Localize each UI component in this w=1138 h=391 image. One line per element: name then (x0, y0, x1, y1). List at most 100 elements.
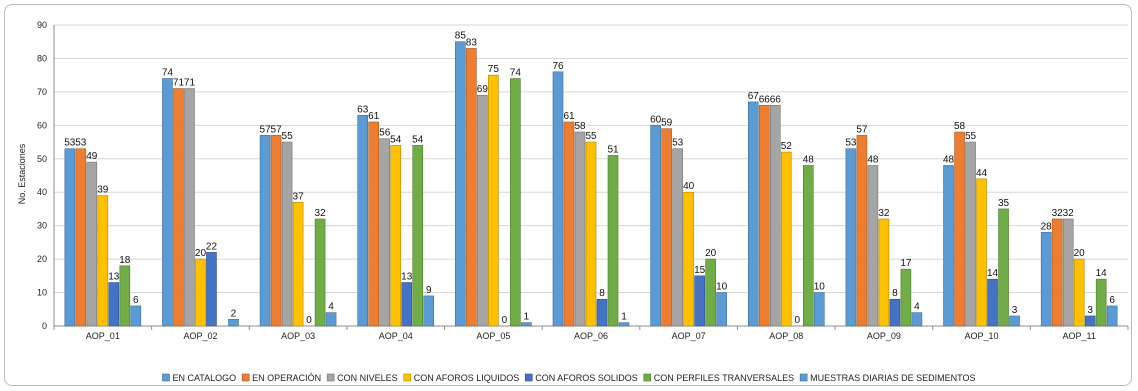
bar (270, 135, 282, 327)
data-label: 15 (694, 265, 706, 276)
bar (259, 135, 271, 327)
bar (552, 71, 564, 327)
y-axis-label: No. Estaciones (17, 143, 27, 204)
data-label: 55 (282, 131, 294, 142)
data-label: 1 (621, 312, 627, 323)
bar (119, 265, 131, 327)
data-label: 71 (173, 78, 185, 89)
x-tick-label: AOP_02 (183, 331, 217, 341)
data-label: 0 (794, 315, 800, 326)
bar (228, 319, 239, 327)
bar (325, 312, 337, 327)
data-label: 59 (661, 118, 673, 129)
data-label: 10 (716, 282, 728, 293)
bar (900, 268, 912, 327)
bar (607, 155, 619, 327)
bar (130, 305, 142, 327)
data-label: 18 (119, 255, 131, 266)
y-tick-label: 90 (37, 20, 47, 30)
data-label: 20 (195, 248, 207, 259)
bar (867, 165, 879, 327)
data-label: 55 (585, 131, 597, 142)
y-tick-label: 30 (37, 221, 47, 231)
legend-swatch (326, 373, 335, 382)
data-label: 32 (1063, 208, 1075, 219)
data-label: 1 (524, 312, 530, 323)
data-label: 14 (1096, 268, 1108, 279)
bar (423, 295, 435, 327)
y-tick-label: 0 (42, 321, 47, 331)
bar (466, 48, 477, 327)
x-tick-label: AOP_01 (86, 331, 120, 341)
data-label: 56 (379, 128, 391, 139)
data-label: 14 (987, 268, 999, 279)
legend-label: CON AFOROS LIQUIDOS (414, 373, 520, 383)
data-label: 54 (390, 134, 402, 145)
data-label: 32 (878, 208, 890, 219)
bar (911, 312, 923, 327)
data-label: 4 (914, 302, 920, 313)
bar (314, 218, 326, 327)
data-label: 75 (488, 64, 500, 75)
data-label: 13 (401, 272, 413, 283)
data-label: 32 (1052, 208, 1064, 219)
y-tick-label: 60 (37, 120, 47, 130)
bar (162, 78, 173, 327)
legend-swatch (799, 373, 808, 382)
data-label: 83 (466, 37, 478, 48)
bar (998, 208, 1009, 327)
data-label: 53 (845, 138, 857, 149)
bar (108, 282, 120, 327)
bar (379, 138, 391, 327)
bar (878, 218, 890, 327)
data-label: 3 (1087, 305, 1093, 316)
bar-layer (64, 41, 1118, 327)
data-label: 66 (770, 94, 782, 105)
data-label: 39 (97, 185, 109, 196)
bar (1051, 218, 1063, 327)
bar (206, 252, 217, 327)
data-label: 4 (328, 302, 334, 313)
legend-label: EN OPERACIÓN (252, 373, 321, 383)
data-label: 53 (75, 138, 87, 149)
bar (813, 292, 825, 327)
bar (596, 298, 608, 327)
data-label: 49 (86, 151, 98, 162)
bar (1106, 305, 1118, 327)
bar (1095, 278, 1107, 327)
data-label: 32 (315, 208, 327, 219)
bar (683, 191, 694, 327)
data-label: 37 (293, 191, 305, 202)
x-tick-label: AOP_09 (867, 331, 901, 341)
x-tick-label: AOP_06 (574, 331, 608, 341)
data-label: 74 (510, 68, 522, 79)
y-tick-label: 50 (37, 154, 47, 164)
bar (802, 165, 814, 327)
data-label: 6 (1109, 295, 1115, 306)
data-label: 57 (856, 124, 868, 135)
bar (672, 148, 683, 327)
data-label: 0 (306, 315, 312, 326)
data-label: 55 (965, 131, 977, 142)
data-label: 58 (574, 121, 586, 132)
bar (574, 131, 586, 327)
bar (510, 78, 521, 327)
bar (758, 104, 770, 327)
bar (943, 165, 954, 327)
bar (1084, 315, 1096, 327)
legend: EN CATALOGO EN OPERACIÓN CON NIVELES CON AF… (162, 373, 976, 383)
x-tick-label: AOP_04 (379, 331, 413, 341)
data-label: 48 (867, 154, 879, 165)
bar (401, 282, 413, 327)
data-label: 51 (607, 144, 619, 155)
data-label: 63 (357, 104, 369, 115)
bar (585, 141, 597, 327)
bar (976, 178, 987, 327)
data-label: 20 (705, 248, 717, 259)
data-label: 8 (892, 288, 898, 299)
legend-label: CON AFOROS SOLIDOS (535, 373, 638, 383)
bar (477, 94, 488, 327)
bar (1073, 258, 1085, 327)
